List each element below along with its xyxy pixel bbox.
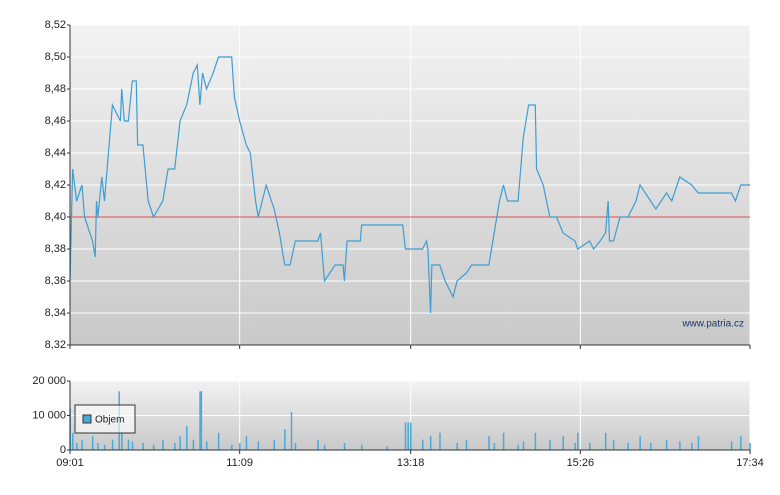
volume-bar [534, 432, 537, 450]
legend-label: Objem [95, 415, 124, 426]
volume-bar [217, 432, 220, 450]
volume-bar [273, 439, 276, 450]
x-tick-label: 09:01 [56, 457, 84, 469]
y-tick-label: 8,34 [45, 307, 66, 319]
volume-bar [142, 443, 144, 450]
y-tick-label: 8,42 [45, 179, 66, 191]
volume-bar [589, 443, 591, 450]
volume-bar [76, 443, 78, 450]
volume-bar [239, 443, 241, 450]
volume-bar [111, 439, 114, 450]
y-tick-label: 10 000 [32, 409, 66, 421]
volume-bar [679, 441, 681, 450]
x-tick-label: 11:09 [226, 457, 253, 469]
legend-swatch [82, 414, 92, 424]
volume-bar [162, 439, 164, 450]
volume-bar [361, 444, 363, 450]
volume-bar [257, 441, 260, 450]
volume-bar [407, 422, 409, 450]
x-tick-label: 13:18 [397, 457, 425, 469]
volume-bar [179, 436, 181, 450]
x-tick-label: 15:26 [567, 457, 595, 469]
y-tick-label: 8,32 [45, 339, 66, 351]
y-tick-label: 0 [60, 444, 66, 456]
volume-bar [81, 439, 83, 450]
watermark: www.patria.cz [681, 319, 744, 330]
volume-bar [174, 443, 176, 450]
volume-bar [577, 432, 579, 450]
volume-bar [502, 432, 505, 450]
volume-bar [404, 422, 407, 450]
volume-bar [740, 436, 742, 450]
volume-bar [284, 429, 286, 450]
volume-bar [627, 443, 629, 450]
y-tick-label: 8,40 [45, 211, 66, 223]
volume-bar [121, 432, 123, 450]
volume-bar [386, 446, 388, 450]
y-tick-label: 8,44 [45, 147, 66, 159]
volume-bar [522, 441, 525, 450]
x-tick-label: 17:34 [736, 457, 764, 469]
volume-bar [493, 443, 496, 450]
price-line [69, 56, 750, 314]
volume-bar [231, 444, 233, 450]
volume-bar [294, 443, 297, 450]
volume-bar [749, 443, 751, 450]
volume-bar [488, 436, 490, 450]
volume-bar [103, 444, 106, 450]
volume-bar [649, 443, 652, 450]
volume-bar [549, 439, 551, 450]
volume-bar [131, 441, 134, 450]
volume-bar [97, 443, 99, 450]
volume-bar [517, 444, 519, 450]
volume-bar [245, 436, 248, 450]
volume-bar [421, 439, 424, 450]
volume-bar [456, 443, 458, 450]
volume-bar [439, 432, 441, 450]
volume-bar [574, 443, 576, 450]
volume-bar [152, 444, 155, 450]
volume-bar [612, 439, 615, 450]
volume-bar [323, 444, 326, 450]
y-tick-label: 20 000 [32, 375, 66, 387]
volume-bar [410, 422, 412, 450]
volume-bar [343, 443, 346, 450]
volume-bar [691, 443, 693, 450]
volume-bar [290, 412, 293, 450]
volume-bar [317, 439, 319, 450]
y-tick-label: 8,46 [45, 115, 66, 127]
volume-bar [730, 441, 733, 450]
volume-bar [697, 436, 700, 450]
volume-bar [72, 432, 74, 450]
y-tick-label: 8,50 [45, 51, 66, 63]
volume-bar [199, 391, 201, 450]
volume-bar [91, 436, 94, 450]
volume-bar [192, 439, 195, 450]
y-tick-label: 8,36 [45, 275, 66, 287]
volume-bar [465, 439, 468, 450]
volume-bar [429, 436, 432, 450]
volume-bar [127, 439, 130, 450]
volume-bar [562, 436, 564, 450]
y-tick-label: 8,38 [45, 243, 66, 255]
volume-bar [639, 436, 641, 450]
volume-bar [604, 432, 607, 450]
volume-bar [665, 439, 668, 450]
y-tick-label: 8,48 [45, 83, 66, 95]
y-tick-label: 8,52 [45, 19, 66, 31]
volume-bar [200, 391, 203, 450]
volume-bar [205, 441, 208, 450]
volume-bar [186, 425, 188, 450]
